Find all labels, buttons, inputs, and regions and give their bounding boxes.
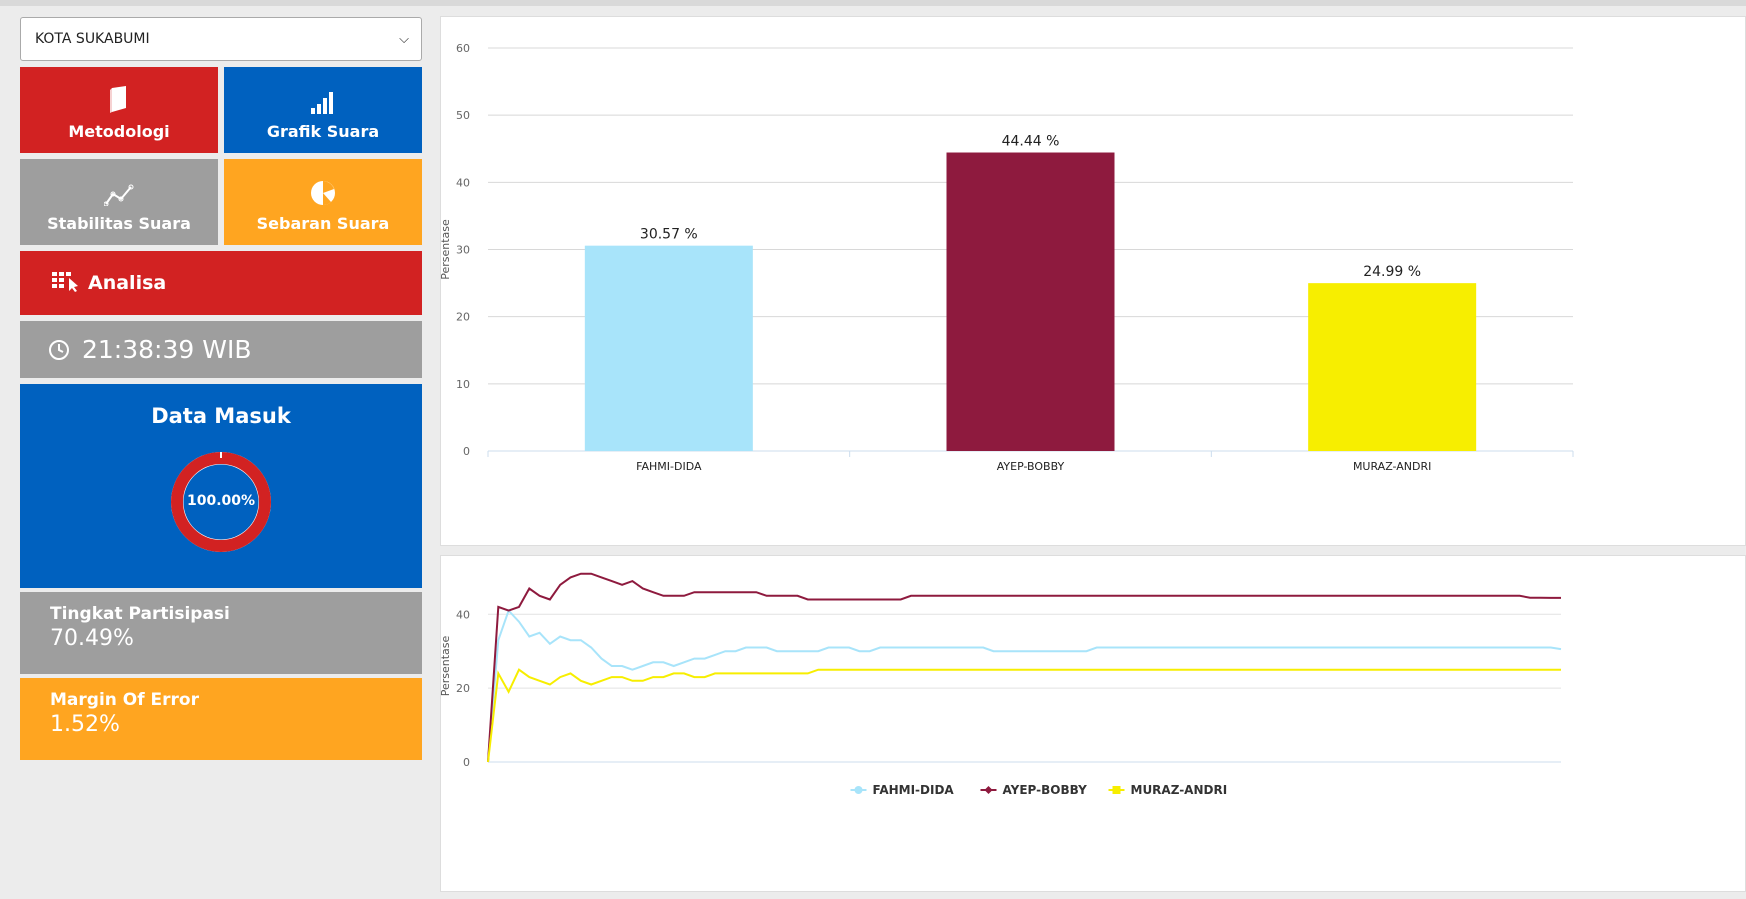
legend-label: AYEP-BOBBY: [1003, 783, 1088, 797]
data-masuk-donut: [171, 452, 271, 552]
table-cursor-icon: [52, 270, 82, 297]
legend-marker: [984, 786, 993, 794]
book-icon: [108, 80, 130, 114]
bar-value-label: 24.99 %: [1363, 264, 1421, 280]
margin-error-value: 1.52%: [50, 712, 120, 737]
y-axis-label: Persentase: [441, 635, 452, 696]
legend-label: MURAZ-ANDRI: [1131, 783, 1228, 797]
bar-chart: 0 10 20 30 40 50 60 Persentase 30.57 % FAHMI-DIDA…: [439, 42, 1574, 473]
sebaran-suara-tile[interactable]: Sebaran Suara: [224, 159, 422, 245]
analisa-button[interactable]: Analisa: [20, 251, 422, 315]
bar: [946, 152, 1115, 451]
y-tick-label: 20: [456, 311, 470, 324]
clock-time: 21:38:39 WIB: [82, 335, 252, 364]
bar-value-label: 44.44 %: [1002, 134, 1060, 150]
legend-marker: [1112, 786, 1121, 794]
sidebar: KOTA SUKABUMI ⌵ Metodologi Grafik Suara …: [20, 17, 422, 760]
y-tick-label: 10: [456, 378, 470, 391]
bar-value-label: 30.57 %: [640, 227, 698, 243]
region-select-value: KOTA SUKABUMI: [35, 31, 150, 47]
series-line: [487, 608, 1562, 763]
data-masuk-title: Data Masuk: [151, 404, 291, 428]
metodologi-label: Metodologi: [68, 121, 170, 141]
grafik-suara-tile[interactable]: Grafik Suara: [224, 67, 422, 153]
analisa-label: Analisa: [88, 272, 167, 294]
y-tick-label: 50: [456, 109, 470, 122]
participation-label: Tingkat Partisipasi: [50, 604, 230, 624]
stabilitas-suara-label: Stabilitas Suara: [47, 213, 191, 233]
y-tick-label: 40: [456, 176, 470, 189]
y-tick-label: 20: [456, 682, 470, 695]
line-chart-panel: 0 20 40 Persentase FAHMI-DIDA AYEP-BOBBY MURAZ…: [439, 555, 1746, 892]
participation-panel: Tingkat Partisipasi 70.49%: [20, 592, 422, 674]
margin-error-panel: Margin Of Error 1.52%: [20, 678, 422, 760]
grafik-suara-label: Grafik Suara: [266, 121, 380, 141]
participation-value: 70.49%: [50, 626, 134, 651]
data-masuk-panel: Data Masuk 100.00%: [20, 384, 422, 588]
y-tick-label: 40: [456, 608, 470, 621]
bar: [1308, 283, 1477, 451]
line-chart: 0 20 40 Persentase FAHMI-DIDA AYEP-BOBBY MURAZ…: [439, 572, 1562, 797]
y-tick-label: 30: [456, 244, 470, 257]
x-tick-label: FAHMI-DIDA: [636, 460, 702, 473]
x-tick-label: AYEP-BOBBY: [997, 460, 1065, 473]
top-bar: [0, 0, 1746, 6]
region-select[interactable]: KOTA SUKABUMI ⌵: [20, 17, 422, 61]
chevron-down-icon[interactable]: ⌵: [399, 32, 409, 47]
y-tick-label: 0: [463, 445, 470, 458]
menu-tiles: Metodologi Grafik Suara Stabilitas Suara…: [20, 67, 422, 245]
series-line: [487, 668, 1561, 763]
margin-error-label: Margin Of Error: [50, 690, 199, 710]
metodologi-tile[interactable]: Metodologi: [20, 67, 218, 153]
x-tick-label: MURAZ-ANDRI: [1353, 460, 1431, 473]
clock-display: 21:38:39 WIB: [20, 321, 422, 378]
y-tick-label: 60: [456, 42, 470, 55]
y-axis-label: Persentase: [441, 219, 452, 280]
line-chart-icon: [104, 172, 134, 206]
legend-label: FAHMI-DIDA: [873, 783, 955, 797]
clock-icon: [48, 339, 70, 361]
y-tick-label: 0: [463, 756, 470, 769]
stabilitas-suara-tile[interactable]: Stabilitas Suara: [20, 159, 218, 245]
data-masuk-percent: 100.00%: [186, 493, 256, 509]
bar: [584, 245, 753, 451]
sebaran-suara-label: Sebaran Suara: [256, 213, 390, 233]
pie-chart-icon: [310, 172, 336, 206]
legend-marker: [854, 786, 863, 794]
bar-chart-icon: [311, 80, 335, 114]
bar-chart-panel: 0 10 20 30 40 50 60 Persentase 30.57 % FAHMI-DIDA…: [439, 16, 1746, 546]
series-line: [487, 572, 1561, 763]
